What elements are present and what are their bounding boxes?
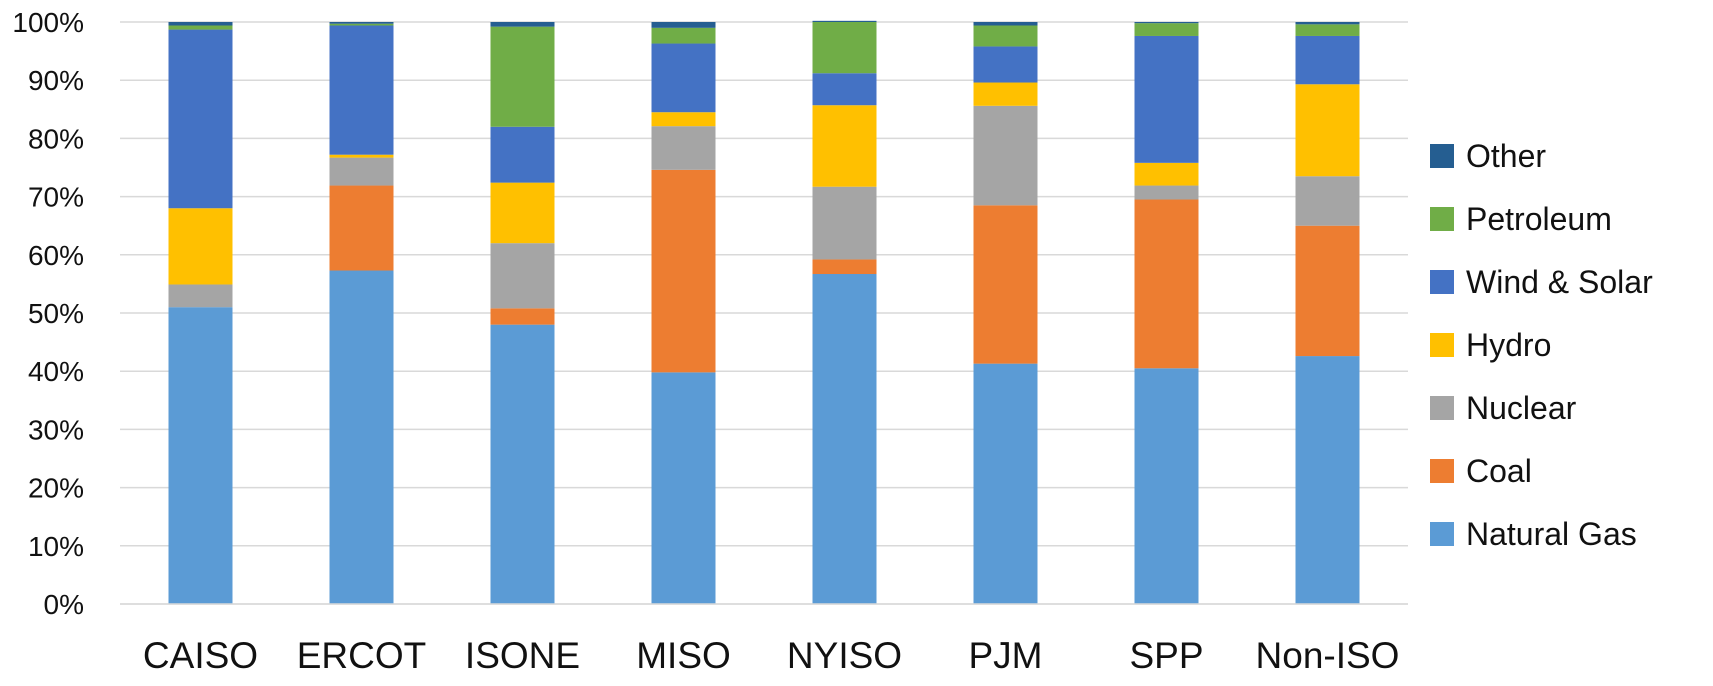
bar-isone-hydro bbox=[490, 182, 555, 244]
legend-label-nuclear: Nuclear bbox=[1466, 390, 1577, 426]
bar-isone-wind-solar bbox=[490, 126, 555, 183]
bar-spp-nuclear bbox=[1134, 185, 1199, 200]
bar-pjm-coal bbox=[973, 205, 1038, 364]
legend-swatch-petroleum bbox=[1430, 207, 1454, 231]
bar-pjm-petroleum bbox=[973, 25, 1038, 47]
x-tick-label: SPP bbox=[1129, 635, 1203, 676]
bar-non-iso-other bbox=[1295, 22, 1360, 25]
legend-label-petroleum: Petroleum bbox=[1466, 201, 1612, 237]
y-tick-label: 80% bbox=[28, 123, 84, 154]
y-tick-label: 100% bbox=[12, 7, 84, 38]
bar-nyiso-other bbox=[812, 20, 877, 22]
legend-swatch-coal bbox=[1430, 459, 1454, 483]
bar-miso-wind-solar bbox=[651, 43, 716, 113]
bar-pjm-wind-solar bbox=[973, 46, 1038, 83]
y-tick-label: 60% bbox=[28, 240, 84, 271]
bar-isone-nuclear bbox=[490, 243, 555, 309]
bar-nyiso-natural-gas bbox=[812, 274, 877, 604]
bar-non-iso-wind-solar bbox=[1295, 35, 1360, 85]
bar-pjm-hydro bbox=[973, 82, 1038, 106]
x-tick-label: MISO bbox=[636, 635, 731, 676]
x-tick-label: PJM bbox=[969, 635, 1043, 676]
bars bbox=[168, 20, 1360, 604]
x-tick-label: ERCOT bbox=[297, 635, 427, 676]
bar-isone-petroleum bbox=[490, 26, 555, 127]
legend-label-other: Other bbox=[1466, 138, 1546, 174]
bar-pjm-other bbox=[973, 22, 1038, 26]
y-tick-label: 40% bbox=[28, 356, 84, 387]
bar-miso-natural-gas bbox=[651, 372, 716, 604]
legend-swatch-nuclear bbox=[1430, 396, 1454, 420]
gridlines bbox=[120, 21, 1408, 605]
y-tick-label: 50% bbox=[28, 298, 84, 329]
bar-nyiso-coal bbox=[812, 259, 877, 275]
bar-isone-natural-gas bbox=[490, 324, 555, 604]
legend-label-hydro: Hydro bbox=[1466, 327, 1551, 363]
x-tick-label: ISONE bbox=[465, 635, 580, 676]
legend-label-coal: Coal bbox=[1466, 453, 1532, 489]
bar-miso-nuclear bbox=[651, 126, 716, 170]
x-tick-label: NYISO bbox=[787, 635, 902, 676]
bar-nyiso-petroleum bbox=[812, 22, 877, 74]
legend-swatch-other bbox=[1430, 144, 1454, 168]
legend-swatch-hydro bbox=[1430, 333, 1454, 357]
bar-ercot-petroleum bbox=[329, 23, 394, 26]
y-tick-label: 30% bbox=[28, 414, 84, 445]
bar-non-iso-petroleum bbox=[1295, 24, 1360, 36]
bar-miso-coal bbox=[651, 169, 716, 373]
bar-caiso-nuclear bbox=[168, 284, 233, 308]
bar-spp-coal bbox=[1134, 199, 1199, 369]
bar-miso-hydro bbox=[651, 112, 716, 127]
bar-ercot-nuclear bbox=[329, 157, 394, 186]
bar-nyiso-wind-solar bbox=[812, 73, 877, 106]
bar-isone-other bbox=[490, 22, 555, 27]
y-tick-label: 0% bbox=[44, 589, 84, 620]
bar-pjm-nuclear bbox=[973, 105, 1038, 206]
bar-spp-petroleum bbox=[1134, 23, 1199, 36]
legend-swatch-natural-gas bbox=[1430, 522, 1454, 546]
bar-caiso-hydro bbox=[168, 208, 233, 285]
x-tick-label: Non-ISO bbox=[1256, 635, 1400, 676]
legend-label-wind-solar: Wind & Solar bbox=[1466, 264, 1653, 300]
bar-nyiso-nuclear bbox=[812, 186, 877, 260]
bar-pjm-natural-gas bbox=[973, 363, 1038, 604]
bar-ercot-other bbox=[329, 22, 394, 24]
bar-non-iso-coal bbox=[1295, 225, 1360, 357]
legend: Other Petroleum Wind & Solar Hydro Nuclear Co… bbox=[1430, 138, 1653, 552]
y-tick-label: 70% bbox=[28, 182, 84, 213]
x-tick-label: CAISO bbox=[143, 635, 258, 676]
bar-non-iso-hydro bbox=[1295, 84, 1360, 177]
axes: 0% 10% 20% 30% 40% 50% 60% 70% 80% 90% 100% CAISO ER… bbox=[12, 7, 1408, 676]
bar-ercot-hydro bbox=[329, 154, 394, 158]
bar-ercot-coal bbox=[329, 185, 394, 271]
bar-spp-other bbox=[1134, 22, 1199, 24]
bar-isone-coal bbox=[490, 308, 555, 325]
bar-nyiso-hydro bbox=[812, 105, 877, 187]
bar-caiso-wind-solar bbox=[168, 29, 233, 209]
bar-spp-natural-gas bbox=[1134, 368, 1199, 604]
y-tick-label: 20% bbox=[28, 473, 84, 504]
bar-miso-other bbox=[651, 22, 716, 28]
bar-caiso-other bbox=[168, 22, 233, 26]
bar-non-iso-nuclear bbox=[1295, 176, 1360, 226]
y-tick-label: 10% bbox=[28, 531, 84, 562]
bar-caiso-natural-gas bbox=[168, 307, 233, 604]
bar-miso-petroleum bbox=[651, 27, 716, 44]
legend-label-natural-gas: Natural Gas bbox=[1466, 516, 1637, 552]
legend-swatch-wind-solar bbox=[1430, 270, 1454, 294]
bar-spp-wind-solar bbox=[1134, 35, 1199, 163]
bar-ercot-wind-solar bbox=[329, 25, 394, 155]
bar-ercot-natural-gas bbox=[329, 270, 394, 604]
bar-caiso-petroleum bbox=[168, 25, 233, 30]
y-tick-label: 90% bbox=[28, 65, 84, 96]
bar-non-iso-natural-gas bbox=[1295, 356, 1360, 604]
bar-spp-hydro bbox=[1134, 162, 1199, 186]
